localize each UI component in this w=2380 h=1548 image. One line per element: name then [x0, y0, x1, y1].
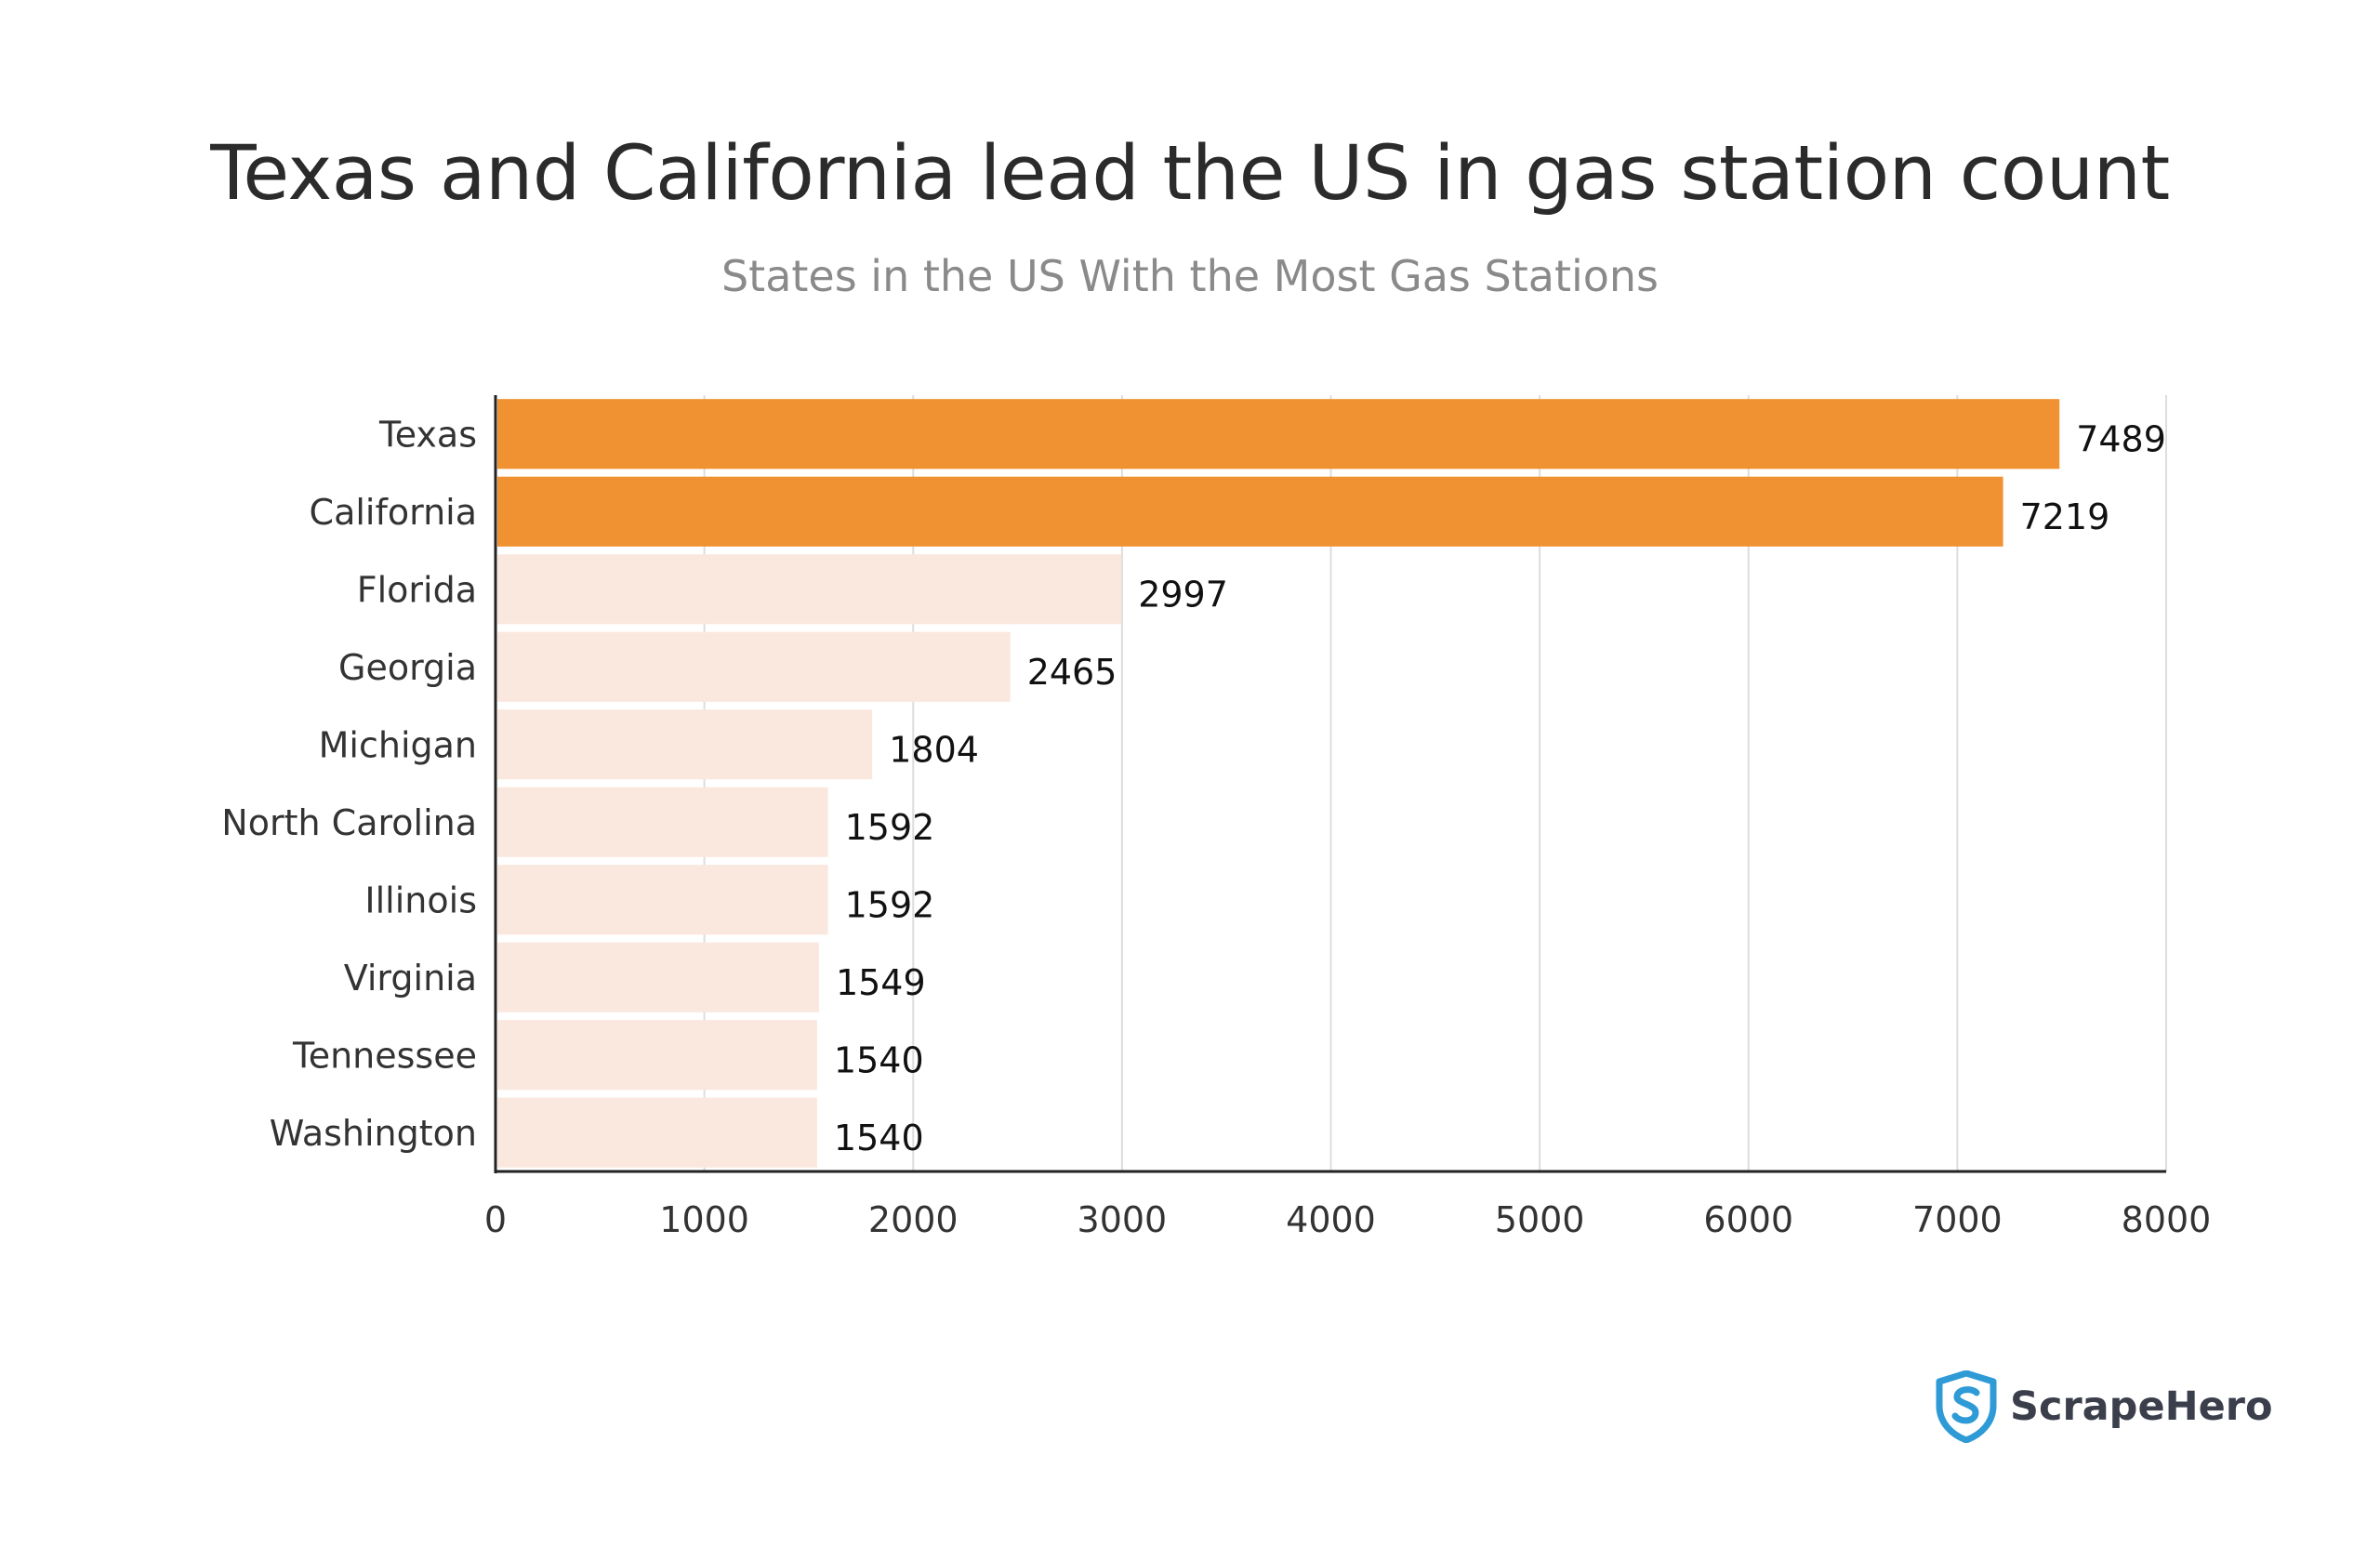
y-category-label: Michigan — [319, 724, 477, 765]
x-tick-label: 8000 — [2122, 1199, 2212, 1240]
bar — [497, 554, 1122, 625]
bar-value-label: 1540 — [834, 1118, 924, 1158]
x-tick-label: 2000 — [868, 1199, 959, 1240]
bar-value-label: 1549 — [836, 962, 926, 1003]
bar-value-label: 1804 — [889, 729, 979, 770]
x-tick-label: 3000 — [1078, 1199, 1168, 1240]
y-category-label: Virginia — [344, 958, 477, 999]
y-category-label: Florida — [357, 569, 477, 610]
bar — [497, 865, 828, 935]
bar — [497, 1097, 817, 1168]
bar — [497, 1020, 817, 1091]
bar-value-label: 7489 — [2076, 418, 2166, 459]
bar-value-label: 1540 — [834, 1039, 924, 1080]
y-category-label: Georgia — [338, 647, 477, 688]
x-tick-label: 5000 — [1495, 1199, 1585, 1240]
brand-name: ScrapeHero — [2010, 1383, 2273, 1430]
bar-value-label: 7219 — [2020, 496, 2110, 537]
bar — [497, 942, 819, 1012]
x-tick-label: 4000 — [1286, 1199, 1376, 1240]
labels: 0 1000 2000 3000 4000 5000 6000 7000 8000 Texas 74… — [221, 414, 2211, 1240]
y-category-label: Washington — [270, 1113, 477, 1154]
bar-value-label: 1592 — [845, 884, 935, 925]
bar-value-label: 2997 — [1138, 574, 1228, 615]
bar-value-label: 1592 — [845, 807, 935, 848]
bar — [497, 476, 2003, 547]
x-tick-label: 6000 — [1703, 1199, 1793, 1240]
y-category-label: Illinois — [364, 880, 477, 920]
x-tick-label: 7000 — [1912, 1199, 2003, 1240]
scrapehero-logo: ScrapeHero — [1936, 1369, 2273, 1444]
y-category-label: Tennessee — [292, 1035, 477, 1076]
bar — [497, 631, 1011, 702]
bars — [497, 399, 2060, 1168]
bar — [497, 709, 873, 780]
shield-s-icon — [1936, 1370, 1997, 1443]
bar-value-label: 2465 — [1027, 652, 1117, 693]
y-category-label: North Carolina — [221, 802, 477, 843]
chart-subtitle: States in the US With the Most Gas Stati… — [721, 251, 1659, 301]
x-tick-label: 1000 — [659, 1199, 749, 1240]
bar — [497, 399, 2060, 470]
x-tick-label: 0 — [484, 1199, 507, 1240]
chart-title: Texas and California lead the US in gas … — [210, 130, 2170, 218]
y-category-label: Texas — [378, 414, 477, 455]
bar — [497, 787, 828, 857]
axes — [494, 395, 2166, 1173]
y-category-label: California — [310, 492, 477, 533]
